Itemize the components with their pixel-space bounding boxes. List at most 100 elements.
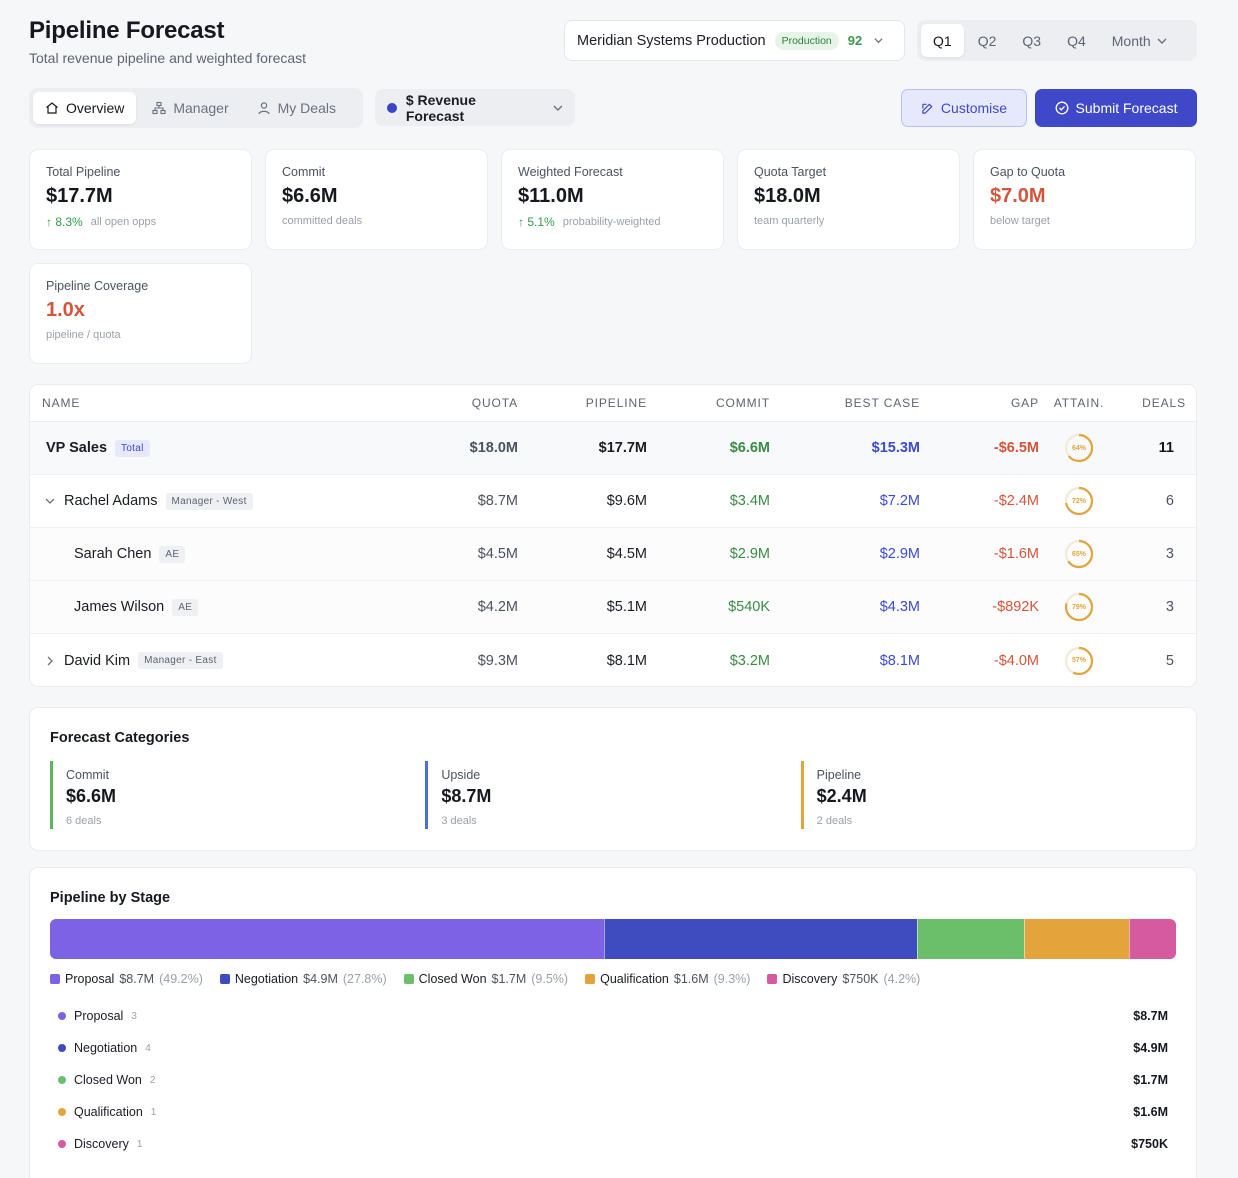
legend-percent: (9.3%) bbox=[713, 972, 751, 986]
stage-bar-segment-proposal bbox=[50, 919, 604, 959]
kpi-value: $18.0M bbox=[754, 185, 821, 207]
stage-value: $1.7M bbox=[1133, 1073, 1168, 1087]
period-q2[interactable]: Q2 bbox=[977, 32, 997, 49]
org-select[interactable]: Meridian Systems Production Production 9… bbox=[564, 20, 905, 61]
stage-bar-segment-negotiation bbox=[603, 919, 917, 959]
legend-item: Qualification $1.6M (9.3%) bbox=[585, 972, 750, 986]
legend-value: $750K bbox=[842, 972, 879, 986]
legend-value: $1.6M bbox=[673, 972, 709, 986]
legend-item: Discovery $750K (4.2%) bbox=[767, 972, 920, 986]
kpi-value: $7.0M bbox=[990, 185, 1046, 207]
customise-button[interactable]: Customise bbox=[901, 89, 1027, 127]
stage-value: $4.9M bbox=[1133, 1041, 1168, 1055]
kpi-footnote: pipeline / quota bbox=[46, 329, 121, 341]
col-commit: COMMIT bbox=[715, 396, 770, 410]
period-month[interactable]: Month bbox=[1100, 24, 1179, 57]
stage-count: 1 bbox=[150, 1106, 157, 1118]
kpi-footnote: all open opps bbox=[90, 216, 157, 228]
kpi-card-commit: Commit $6.6M committed deals bbox=[265, 149, 488, 250]
legend-name: Discovery bbox=[782, 972, 838, 986]
row-name: Rachel Adams bbox=[64, 493, 158, 509]
col-attainment: ATTAIN. bbox=[1053, 396, 1105, 410]
forecast-type-select[interactable]: $ Revenue Forecast bbox=[375, 89, 575, 126]
attainment-ring bbox=[1064, 646, 1094, 675]
attainment-wrap: 64% bbox=[1063, 432, 1095, 464]
row-commit: $3.2M bbox=[729, 652, 770, 669]
pipeline-by-stage-card: Pipeline by Stage Proposal $8.7M (49.2%) Ne… bbox=[29, 867, 1197, 1178]
period-selector: Q1 Q2 Q3 Q4 Month bbox=[917, 20, 1197, 61]
chevron-down-icon bbox=[553, 105, 563, 111]
row-gap: -$2.4M bbox=[993, 493, 1039, 509]
tab-label: Manager bbox=[173, 100, 229, 116]
table-row[interactable]: Rachel Adams Manager - West $8.7M $9.6M $3.4… bbox=[30, 475, 1196, 528]
col-deals: DEALS bbox=[1142, 396, 1186, 410]
tab-label: My Deals bbox=[277, 100, 336, 116]
stage-count: 1 bbox=[136, 1138, 143, 1150]
attainment-label: 65% bbox=[1071, 550, 1086, 558]
chevron-right-icon[interactable] bbox=[44, 655, 56, 667]
row-quota: $4.2M bbox=[477, 599, 518, 615]
tab-my-deals[interactable]: My Deals bbox=[245, 92, 348, 124]
row-pipeline: $8.1M bbox=[606, 652, 647, 669]
row-pipeline: $17.7M bbox=[598, 440, 647, 456]
row-quota: $18.0M bbox=[469, 440, 518, 456]
kpi-card-gap-to-quota: Gap to Quota $7.0M below target bbox=[973, 149, 1196, 250]
row-best-case: $2.9M bbox=[879, 546, 920, 562]
row-role-tag: AE bbox=[172, 598, 199, 616]
legend-swatch bbox=[403, 974, 414, 984]
attainment-label: 79% bbox=[1071, 603, 1086, 611]
category-count: 6 deals bbox=[66, 815, 102, 827]
org-name: Meridian Systems Production bbox=[577, 32, 766, 49]
period-q1[interactable]: Q1 bbox=[921, 24, 964, 57]
view-tabs: Overview Manager My Deals bbox=[29, 88, 363, 128]
kpi-trend: ↑ 5.1% bbox=[518, 215, 555, 229]
kpi-footer: ↑ 5.1% probability-weighted bbox=[518, 215, 707, 229]
attainment-wrap: 79% bbox=[1063, 591, 1095, 623]
row-pipeline: $4.5M bbox=[606, 546, 647, 562]
customise-label: Customise bbox=[940, 100, 1008, 116]
legend-percent: (27.8%) bbox=[342, 972, 387, 986]
stage-bar-segment-qualification bbox=[1023, 919, 1129, 959]
stage-count: 2 bbox=[149, 1074, 156, 1086]
kpi-value: $17.7M bbox=[46, 185, 113, 207]
stage-row: Discovery 1 $750K bbox=[50, 1128, 1176, 1160]
row-role-tag: Manager - East bbox=[138, 652, 223, 669]
forecast-categories-title: Forecast Categories bbox=[50, 730, 190, 746]
row-best-case: $4.3M bbox=[879, 599, 920, 615]
kpi-trend-value: 5.1% bbox=[527, 215, 555, 229]
attainment-label: 57% bbox=[1071, 657, 1086, 664]
tab-manager[interactable]: Manager bbox=[140, 92, 240, 124]
period-q3[interactable]: Q3 bbox=[1022, 32, 1042, 49]
chevron-down-icon[interactable] bbox=[44, 495, 56, 507]
forecast-color-dot bbox=[387, 102, 397, 113]
stage-name: Proposal bbox=[74, 1009, 124, 1023]
kpi-card-weighted-forecast: Weighted Forecast $11.0M ↑ 5.1% probability… bbox=[501, 149, 724, 250]
row-name-cell: James Wilson AE bbox=[30, 598, 410, 616]
attainment-ring bbox=[1064, 592, 1094, 622]
legend-swatch bbox=[585, 974, 596, 984]
tab-overview[interactable]: Overview bbox=[33, 92, 137, 124]
pipeline-by-stage-title: Pipeline by Stage bbox=[50, 890, 171, 906]
kpi-value: $11.0M bbox=[518, 185, 584, 207]
kpi-value: $6.6M bbox=[282, 185, 338, 207]
legend-name: Qualification bbox=[600, 972, 669, 986]
legend-swatch bbox=[219, 974, 230, 984]
stage-bar-segment-closed-won bbox=[917, 919, 1024, 959]
edit-icon bbox=[922, 102, 933, 114]
stage-dot bbox=[58, 1044, 66, 1052]
row-pipeline: $5.1M bbox=[606, 599, 647, 615]
stage-list: Proposal 3 $8.7M Negotiation 4 $4.9M Closed Wo… bbox=[50, 1000, 1176, 1160]
submit-forecast-button[interactable]: Submit Forecast bbox=[1035, 89, 1197, 127]
forecast-type-label: $ Revenue Forecast bbox=[405, 91, 476, 124]
kpi-value: 1.0x bbox=[46, 299, 85, 321]
org-chart-icon bbox=[152, 101, 166, 115]
tab-label: Overview bbox=[66, 100, 125, 116]
row-name-cell: VP Sales Total bbox=[30, 439, 410, 457]
kpi-footnote: below target bbox=[990, 215, 1050, 227]
col-pipeline: PIPELINE bbox=[585, 396, 647, 410]
table-row[interactable]: David Kim Manager - East $9.3M $8.1M $3.2M $8… bbox=[30, 634, 1196, 686]
user-icon bbox=[258, 102, 270, 115]
legend-value: $4.9M bbox=[303, 972, 338, 986]
attainment-ring bbox=[1064, 539, 1094, 569]
period-q4[interactable]: Q4 bbox=[1067, 32, 1086, 49]
